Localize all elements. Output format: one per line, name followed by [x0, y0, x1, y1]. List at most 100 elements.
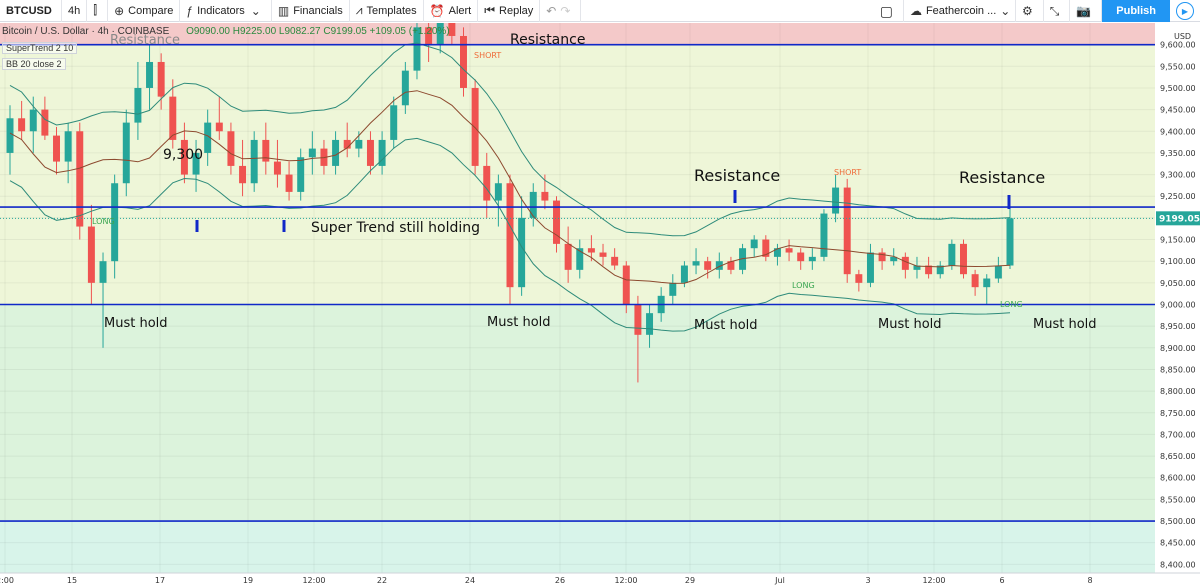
indicators-label: Indicators [197, 4, 245, 17]
candle-body [343, 139, 351, 149]
candle-body [553, 200, 560, 244]
chevron-down-icon: ⌄ [250, 3, 261, 18]
candle-body [413, 27, 421, 71]
annotation-must-hold: Must hold [104, 316, 168, 331]
price-axis-label: 8,500.00 [1160, 517, 1196, 526]
time-axis-label: 2:00 [0, 576, 14, 585]
candle-body [646, 313, 654, 335]
annotation-must-hold: Must hold [878, 317, 942, 332]
time-axis-bg [0, 573, 1200, 587]
price-axis-label: 8,600.00 [1160, 474, 1196, 483]
candle-body [971, 274, 979, 288]
annotation-price: 9,300 [163, 147, 203, 163]
legend-ohlc: O9090.00 H9225.00 L9082.27 C9199.05 +109… [186, 26, 450, 37]
candle-body [762, 239, 770, 257]
layout-selector[interactable]: ☁ Feathercoin ... ⌄ [904, 0, 1016, 22]
play-icon[interactable]: ▶ [1176, 2, 1194, 20]
alert-button[interactable]: ⏰ Alert [424, 0, 479, 22]
candle-body [843, 187, 851, 275]
time-axis-label: 12:00 [302, 576, 325, 585]
candle-body [808, 256, 816, 262]
replay-button[interactable]: ⏮ Replay [478, 0, 541, 22]
candle-body [948, 243, 956, 266]
time-axis-label: 26 [555, 576, 565, 585]
candle-body [99, 261, 107, 283]
candle-body [460, 35, 467, 88]
settings-button[interactable]: ⚙ [1016, 0, 1044, 22]
candle-body [76, 131, 84, 227]
camera-icon: 📷 [1076, 4, 1092, 18]
price-axis-label: 9,500.00 [1160, 84, 1196, 93]
square-icon: ▢ [879, 2, 893, 19]
price-axis-label: 8,900.00 [1160, 344, 1196, 353]
price-axis-label: 8,850.00 [1160, 365, 1196, 374]
undo-redo[interactable]: ↶ ↷ [540, 0, 582, 22]
signal-long: LONG [1000, 300, 1023, 309]
candle-body [901, 256, 909, 270]
indicator-supertrend[interactable]: SuperTrend 2 10 [2, 42, 78, 54]
layout-name: Feathercoin ... [925, 5, 997, 17]
price-axis-label: 9,550.00 [1160, 62, 1196, 71]
chart-legend: Bitcoin / U.S. Dollar · 4h · COINBASE O9… [2, 26, 450, 37]
maximize-button[interactable]: ⤡ [1044, 0, 1071, 22]
candle-body [983, 278, 991, 288]
candle-body [204, 122, 212, 153]
candle-body [925, 265, 933, 275]
candle-body [611, 256, 619, 266]
candle-body [541, 191, 549, 201]
price-axis-label: 8,550.00 [1160, 495, 1196, 504]
price-chart[interactable]: Resistance Resistance Resistance Resistance… [0, 23, 1200, 587]
indicators-button[interactable]: ƒ Indicators ⌄ [180, 0, 272, 22]
financials-button[interactable]: ▥ Financials [272, 0, 350, 22]
current-price-tag [1156, 211, 1200, 226]
replay-label: Replay [499, 4, 534, 17]
candle-body [436, 23, 444, 45]
undo-icon[interactable]: ↶ [546, 3, 557, 18]
candle-body [750, 239, 758, 249]
financials-icon: ▥ [277, 3, 290, 18]
templates-button[interactable]: ⩘ Templates [350, 0, 424, 22]
candle-body [180, 139, 188, 175]
candle-body [308, 148, 316, 158]
price-axis-label: 9,450.00 [1160, 106, 1196, 115]
replay-icon: ⏮ [484, 3, 496, 17]
candle-body [41, 109, 49, 136]
alert-label: Alert [448, 4, 472, 17]
candle-body [122, 122, 130, 184]
legend-title: Bitcoin / U.S. Dollar · 4h · COINBASE [2, 26, 170, 37]
candle-body [366, 139, 374, 166]
candle-body [18, 118, 26, 132]
time-axis-label: 12:00 [614, 576, 637, 585]
gear-icon: ⚙ [1021, 4, 1033, 18]
compare-label: Compare [128, 4, 174, 17]
symbol-search[interactable]: BTCUSD [0, 0, 62, 22]
redo-icon[interactable]: ↷ [560, 3, 571, 18]
annotation-resistance: Resistance [694, 166, 780, 185]
candle-body [64, 131, 72, 162]
currency-label: USD [1174, 32, 1191, 41]
annotation-resistance: Resistance [959, 168, 1045, 187]
candle-body [87, 226, 95, 283]
snapshot-button[interactable]: 📷 [1070, 0, 1103, 22]
candle-body [773, 248, 781, 257]
candle-body [622, 265, 630, 305]
price-axis-label: 8,400.00 [1160, 560, 1196, 569]
indicator-bollinger[interactable]: BB 20 close 2 [2, 58, 66, 70]
publish-button[interactable]: Publish [1102, 0, 1170, 22]
candle-body [820, 213, 828, 257]
interval-selector[interactable]: 4h [62, 0, 88, 22]
compare-button[interactable]: ⊕ Compare [108, 0, 181, 22]
chart-type-button[interactable]: ⫿ [87, 0, 109, 22]
fullscreen-toggle[interactable]: ▢ [874, 0, 904, 22]
candle-body [297, 157, 305, 192]
cloud-icon: ☁ [909, 4, 922, 18]
candle-body [878, 252, 886, 262]
candle-body [715, 261, 723, 270]
annotation-resistance: Resistance [510, 32, 585, 48]
signal-long: LONG [792, 281, 815, 290]
candle-body [227, 131, 235, 166]
expand-icon: ⤡ [1049, 3, 1060, 18]
candle-body [669, 282, 677, 296]
candle-body [960, 243, 967, 275]
annotation-must-hold: Must hold [487, 315, 551, 330]
